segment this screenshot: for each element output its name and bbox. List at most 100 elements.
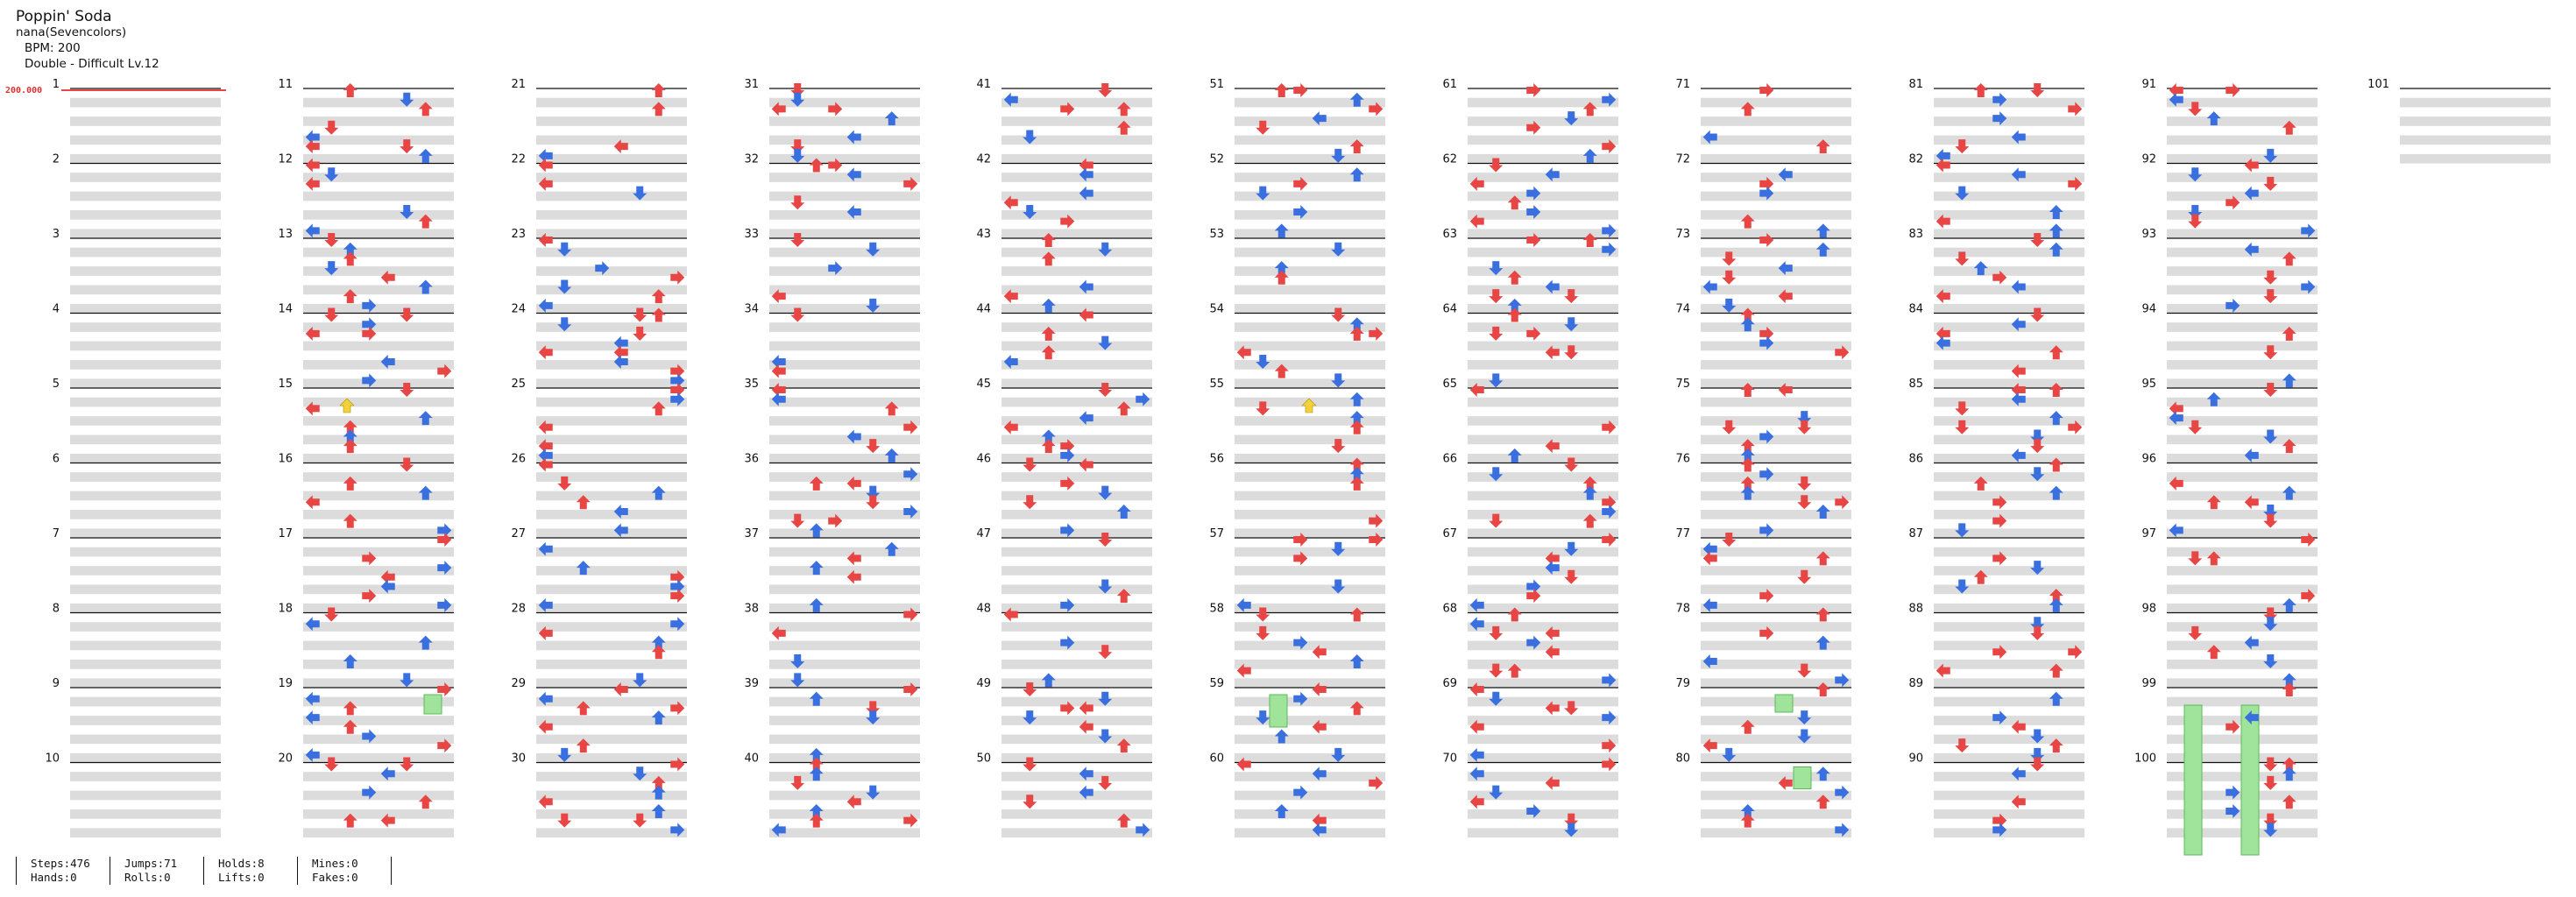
beat-band (769, 453, 920, 463)
beat-band (1235, 153, 1385, 164)
beat-band (1001, 809, 1152, 819)
measure-number: 29 (511, 677, 526, 690)
beat-band (303, 528, 454, 539)
beat-band (1468, 678, 1618, 689)
bpm-change-marker: 200.000 (5, 86, 42, 95)
beat-band (1701, 341, 1851, 351)
measure-number: 46 (976, 453, 991, 466)
beat-band (536, 472, 687, 482)
beat-band (303, 566, 454, 576)
measure-number: 43 (976, 228, 991, 241)
beat-band (70, 640, 221, 651)
song-difficulty: Double - Difficult Lv.12 (25, 57, 159, 71)
beat-band (536, 603, 687, 613)
beat-band (1235, 210, 1385, 220)
beat-band (1934, 734, 2084, 745)
beat-band (769, 828, 920, 838)
measure-number: 56 (1209, 453, 1224, 466)
beat-band (536, 303, 687, 314)
beat-band (1235, 173, 1385, 182)
measure-number: 96 (2141, 453, 2156, 466)
beat-band (1235, 453, 1385, 463)
beat-band (70, 716, 221, 725)
beat-band (1701, 285, 1851, 295)
beat-band (536, 378, 687, 389)
beat-band (1235, 378, 1385, 389)
beat-band (1468, 584, 1618, 595)
beat-band (1701, 790, 1851, 801)
beat-band (1468, 734, 1618, 745)
measure-number: 14 (278, 303, 293, 316)
beat-band (303, 678, 454, 689)
beat-band (303, 416, 454, 426)
beat-band (1701, 266, 1851, 276)
measure-number: 38 (744, 603, 759, 616)
beat-band (1001, 229, 1152, 239)
beat-band (1934, 678, 2084, 689)
beat-band (1001, 453, 1152, 463)
beat-band (1001, 566, 1152, 576)
beat-band (769, 752, 920, 763)
beat-band (536, 360, 687, 370)
measure-number: 35 (744, 378, 759, 391)
beat-band (70, 510, 221, 519)
measure-number: 66 (1442, 453, 1457, 466)
beat-band (1468, 434, 1618, 445)
beat-band (536, 97, 687, 108)
beat-band (2167, 397, 2318, 407)
beat-band (1701, 547, 1851, 557)
beat-band (2167, 153, 2318, 164)
beat-band (1235, 341, 1385, 351)
beat-band (1001, 135, 1152, 145)
beat-band (769, 434, 920, 445)
beat-band (303, 303, 454, 314)
beat-band (536, 285, 687, 295)
beat-band (303, 828, 454, 838)
beat-band (769, 603, 920, 613)
beat-band (1701, 247, 1851, 258)
beat-band (1001, 734, 1152, 745)
measure-number: 39 (744, 677, 759, 690)
beat-band (536, 809, 687, 819)
beat-band (769, 640, 920, 651)
beat-band (1701, 510, 1851, 519)
beat-band (1235, 640, 1385, 651)
beat-band (769, 285, 920, 295)
beat-band (2167, 341, 2318, 351)
beat-band (1001, 491, 1152, 501)
beat-band (769, 809, 920, 819)
beat-band (1001, 303, 1152, 314)
beat-band (1934, 772, 2084, 781)
beat-band (1468, 117, 1618, 126)
beat-band (769, 341, 920, 351)
beat-band (1235, 790, 1385, 801)
beat-band (769, 772, 920, 781)
beat-band (769, 303, 920, 314)
beat-band (769, 266, 920, 276)
beat-band (2167, 416, 2318, 426)
beat-band (1235, 510, 1385, 519)
beat-band (1001, 97, 1152, 108)
beat-band (1701, 210, 1851, 220)
beat-band (70, 434, 221, 445)
measure-number: 27 (511, 527, 526, 540)
beat-band (1468, 640, 1618, 651)
beat-band (303, 491, 454, 501)
beat-band (303, 322, 454, 332)
beat-band (1001, 547, 1152, 557)
beat-band (70, 97, 221, 108)
beat-band (536, 828, 687, 838)
beat-band (1934, 510, 2084, 519)
measure-number: 97 (2141, 527, 2156, 540)
stat-jumps: Jumps:71 (124, 857, 178, 870)
beat-band (303, 809, 454, 819)
beat-band (2167, 640, 2318, 651)
beat-band (2167, 210, 2318, 220)
measure-number: 57 (1209, 527, 1224, 540)
beat-band (1701, 173, 1851, 182)
beat-band (1001, 752, 1152, 763)
beat-band (303, 153, 454, 164)
beat-band (1934, 173, 2084, 182)
measure-number: 62 (1442, 153, 1457, 166)
